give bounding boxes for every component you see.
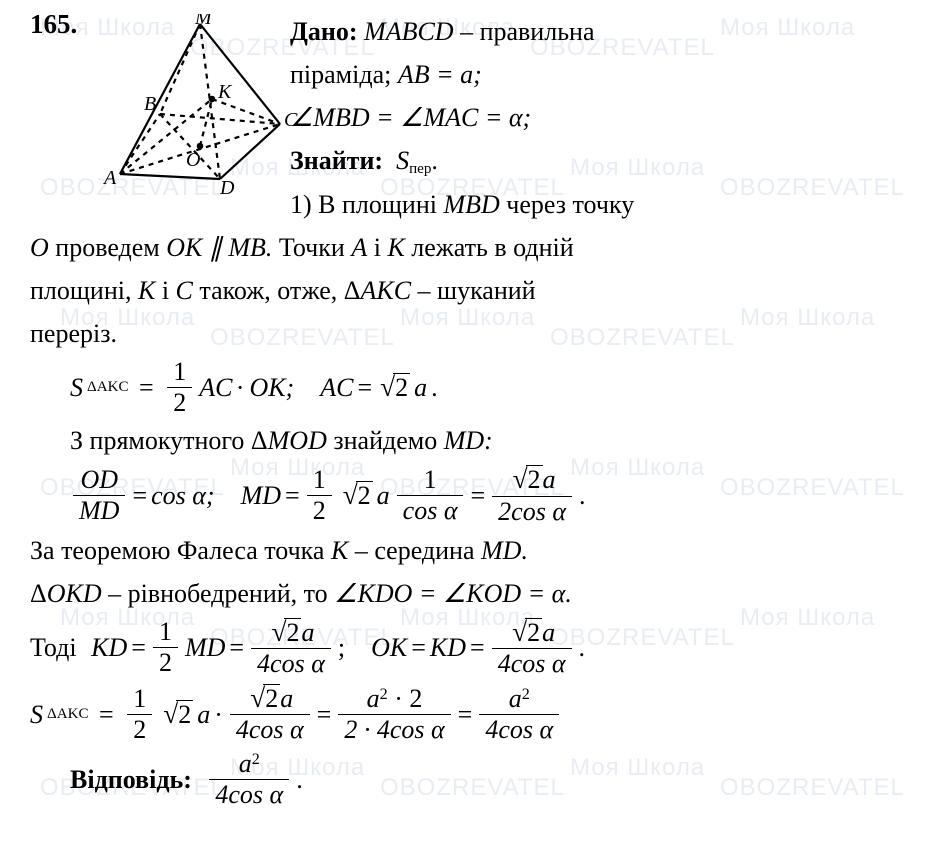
svg-text:B: B [144,93,156,115]
line-pereriz: переріз. [30,314,904,353]
find-line: Знайти: Sпер. [290,141,904,181]
line-plane: площині, K і C також, отже, ΔAKC – шукан… [30,271,904,310]
eq-kd-ok: Тоді KD = 12 MD = 2a 4cos α ; OK = KD = … [30,617,904,679]
given-line1: Дано: MABCD – правильна [290,12,904,51]
problem-number: 165. [30,4,77,45]
svg-text:M: M [194,14,213,29]
eq-final-s: SΔAKC = 12 2a · 2a 4cos α = a2 · 2 2 · 4… [30,683,904,745]
svg-text:K: K [217,81,233,103]
line-fales: За теоремою Фалеса точка K – середина MD… [30,531,904,570]
svg-text:D: D [219,177,235,194]
line-ok: O проведем OK ∥ MB. Точки A і K лежать в… [30,228,904,267]
given-line2: піраміда; AB = a; [290,55,904,94]
eq-md: OD MD = cos α; MD = 12 2a 1cos α = 2a 2c… [30,464,904,526]
answer-line: Відповідь: a2 4cos α . [30,749,904,810]
step1-line: 1) В площині MBD через точку [290,185,904,224]
pyramid-figure: M A B C D K O [100,14,300,194]
given-line3: ∠MBD = ∠MAC = α; [290,98,904,137]
svg-text:O: O [186,149,200,171]
line-okd: ΔOKD – рівнобедрений, то ∠KDO = ∠KOD = α… [30,574,904,613]
eq-area-akc: SΔAKC = 12 AC · OK; AC = 2a. [30,357,904,418]
line-mod: З прямокутного ΔMOD знайдемо MD: [30,421,904,460]
svg-text:A: A [102,167,117,189]
